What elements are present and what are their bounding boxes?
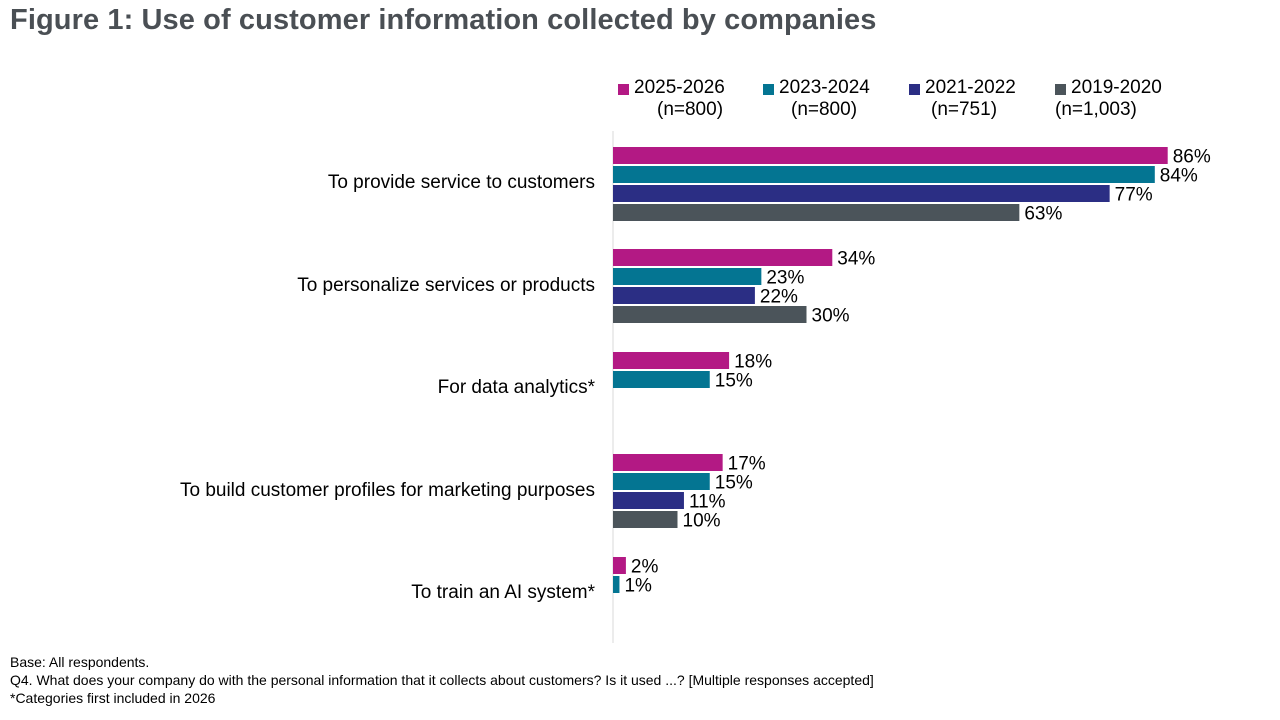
- bar-2021-2022-1: [613, 287, 755, 304]
- bar-2021-2022-3: [613, 492, 684, 509]
- data-label: 15%: [715, 371, 753, 392]
- legend-series-name: 2021-2022: [925, 77, 1016, 98]
- legend-swatch: [763, 84, 774, 95]
- data-label: 77%: [1115, 185, 1153, 206]
- category-label: For data analytics*: [437, 377, 595, 398]
- data-label: 11%: [689, 492, 726, 513]
- legend-series-name: 2023-2024: [779, 77, 870, 98]
- bar-2023-2024-1: [613, 268, 762, 285]
- category-label: To build customer profiles for marketing…: [179, 480, 595, 501]
- footnote: *Categories first included in 2026: [10, 690, 216, 706]
- data-label: 1%: [624, 576, 652, 597]
- legend-sample-size: (n=751): [931, 99, 998, 120]
- legend-sample-size: (n=800): [791, 99, 858, 120]
- legend-series-name: 2025-2026: [634, 77, 725, 98]
- data-label: 63%: [1024, 204, 1062, 225]
- legend-series-name: 2019-2020: [1071, 77, 1162, 98]
- data-label: 30%: [812, 306, 850, 327]
- data-label: 15%: [715, 473, 753, 494]
- chart-title: Figure 1: Use of customer information co…: [10, 4, 877, 36]
- bar-2019-2020-3: [613, 511, 678, 528]
- bar-2025-2026-0: [613, 147, 1168, 164]
- category-label: To personalize services or products: [297, 275, 595, 296]
- data-label: 34%: [837, 249, 875, 270]
- base-note: Base: All respondents.: [10, 654, 150, 670]
- category-label: To provide service to customers: [327, 172, 595, 193]
- data-label: 17%: [728, 454, 766, 475]
- legend-swatch: [1055, 84, 1066, 95]
- data-label: 2%: [631, 557, 659, 578]
- data-label: 86%: [1173, 147, 1211, 168]
- bar-2025-2026-3: [613, 454, 723, 471]
- category-label: To train an AI system*: [411, 582, 595, 603]
- data-label: 18%: [734, 352, 772, 373]
- bar-2025-2026-2: [613, 352, 730, 369]
- bar-2023-2024-2: [613, 371, 710, 388]
- bar-2019-2020-1: [613, 306, 807, 323]
- data-label: 23%: [766, 268, 804, 289]
- bar-2023-2024-0: [613, 166, 1155, 183]
- data-label: 22%: [760, 287, 798, 308]
- bar-2025-2026-4: [613, 557, 626, 574]
- bar-2019-2020-0: [613, 204, 1020, 221]
- bar-2023-2024-3: [613, 473, 710, 490]
- chart-notes: Base: All respondents. Q4. What does you…: [10, 653, 874, 707]
- question-note: Q4. What does your company do with the p…: [10, 672, 874, 688]
- data-label: 10%: [683, 511, 721, 532]
- bar-2025-2026-1: [613, 249, 833, 266]
- legend-swatch: [618, 84, 629, 95]
- data-label: 84%: [1160, 166, 1198, 187]
- bar-2021-2022-0: [613, 185, 1110, 202]
- legend-sample-size: (n=800): [657, 99, 724, 120]
- legend-sample-size: (n=1,003): [1055, 99, 1137, 120]
- bar-2023-2024-4: [613, 576, 620, 593]
- legend-swatch: [909, 84, 920, 95]
